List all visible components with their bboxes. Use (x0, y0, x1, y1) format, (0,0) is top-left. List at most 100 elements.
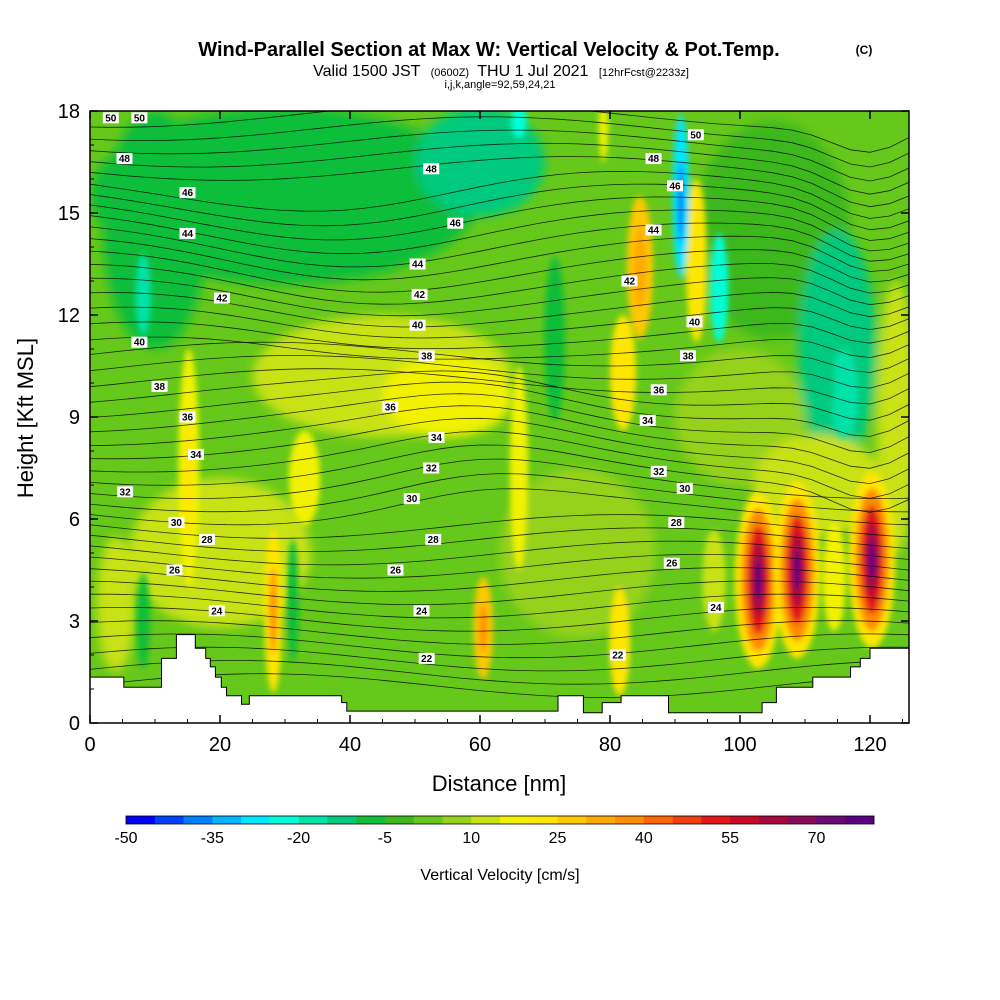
contour-label: 30 (403, 493, 420, 505)
contour-label-box (668, 516, 685, 528)
colorbar-swatch (154, 816, 184, 824)
velocity-cell (103, 111, 207, 349)
colorbar-swatch (212, 816, 242, 824)
theta-contour-line (90, 196, 909, 241)
theta-contour-line (90, 370, 909, 421)
contour-label-box (650, 465, 667, 477)
contour-label-text: 36 (385, 402, 397, 413)
colorbar-tick-label: 70 (808, 830, 826, 847)
colorbar-tick-label: -20 (287, 830, 310, 847)
theta-contour-line (90, 660, 909, 685)
colorbar-swatch (672, 816, 702, 824)
contour-label: 50 (131, 112, 148, 124)
contour-label: 38 (680, 350, 696, 362)
colorbar-swatch (730, 816, 760, 824)
contour-label-text: 26 (390, 566, 402, 577)
theta-contour-line (90, 488, 909, 526)
velocity-cell (822, 522, 846, 632)
contour-label-box (179, 187, 196, 199)
pot-temp-contour-labels: 50 50 48 46 44 42 40 38 36 34 32 30 28 26 24 48 46 44 42 40… (102, 112, 724, 665)
x-axis-label: Distance [nm] (432, 771, 567, 796)
colorbar-swatch (356, 816, 386, 824)
colorbar-tick-label: -5 (378, 830, 392, 847)
contour-label-box (650, 384, 667, 396)
contour-label: 34 (639, 414, 656, 427)
velocity-cell (609, 587, 631, 696)
velocity-cell (415, 111, 545, 217)
contour-label-text: 40 (134, 338, 146, 349)
y-tick-label: 12 (58, 305, 80, 327)
contour-label-text: 34 (431, 433, 443, 444)
velocity-cell (96, 536, 136, 672)
contour-label-text: 50 (690, 130, 702, 141)
contour-label-box (687, 129, 704, 141)
velocity-cell (183, 417, 194, 540)
colorbar-swatch (126, 816, 156, 824)
contour-label-box (213, 292, 230, 304)
contour-label: 34 (187, 448, 204, 461)
theta-contour-line (90, 607, 909, 632)
contour-label: 22 (418, 652, 435, 665)
contour-label-text: 22 (421, 654, 433, 665)
contour-label: 34 (428, 431, 445, 444)
contour-label: 30 (168, 516, 185, 529)
contour-label-text: 30 (406, 494, 418, 505)
contour-label-text: 26 (666, 559, 678, 570)
theta-contour-line (90, 368, 909, 405)
contour-label-box (411, 289, 428, 301)
colorbar-swatch (845, 816, 875, 824)
chart-title: Wind-Parallel Section at Max W: Vertical… (198, 39, 779, 61)
theta-contour-line (90, 183, 909, 231)
velocity-cell (710, 233, 729, 343)
velocity-cell (876, 281, 909, 553)
contour-label: 22 (609, 649, 626, 662)
forecast-info: [12hrFcst@2233z] (599, 67, 689, 79)
contour-label-box (686, 316, 703, 328)
contour-label: 36 (179, 411, 196, 424)
contour-label-box (418, 350, 435, 362)
velocity-cell (382, 355, 513, 438)
contour-label: 40 (131, 336, 148, 349)
theta-contour-line (90, 405, 909, 469)
contour-label-box (116, 153, 133, 165)
colorbar-swatch (643, 816, 673, 824)
contour-label: 40 (686, 316, 703, 328)
contour-label-text: 30 (171, 518, 183, 529)
contour-label: 36 (382, 401, 399, 413)
y-tick-label: 15 (58, 203, 80, 225)
x-tick-label: 0 (84, 734, 95, 756)
colorbar-swatch (384, 816, 414, 824)
pot-temp-contours (90, 111, 909, 698)
contour-label-text: 24 (211, 606, 223, 617)
x-tick-label: 40 (339, 734, 361, 756)
theta-contour-line (90, 540, 909, 566)
theta-contour-line (90, 306, 909, 339)
theta-contour-line (90, 156, 909, 208)
colorbar-swatch (442, 816, 472, 824)
theta-contour-line (90, 620, 909, 645)
y-tick-label: 6 (69, 509, 80, 531)
theta-contour-line (90, 458, 909, 500)
colorbar-tick-label: 10 (462, 830, 480, 847)
contour-label: 32 (650, 465, 667, 478)
theta-contour-line (90, 393, 909, 453)
colorbar-swatch (327, 816, 357, 824)
velocity-cell (479, 604, 488, 652)
contour-label: 28 (668, 516, 685, 529)
theta-contour-line (90, 116, 909, 168)
velocity-cell (702, 529, 726, 632)
contour-label: 26 (166, 564, 183, 577)
contour-label-box (131, 336, 148, 348)
contour-label-box (208, 605, 225, 617)
contour-label-box (447, 217, 464, 229)
valid-utc: (0600Z) (431, 67, 470, 79)
x-tick-label: 120 (853, 734, 886, 756)
contour-label-text: 48 (119, 154, 131, 165)
theta-contour-line (90, 222, 909, 268)
contour-label-text: 36 (653, 385, 665, 396)
contour-label-box (413, 605, 430, 617)
x-axis: 0 20 40 60 80 100 120 (84, 111, 903, 756)
theta-contour-line (90, 336, 909, 360)
y-tick-label: 9 (69, 407, 80, 429)
contour-label-text: 50 (105, 113, 117, 124)
